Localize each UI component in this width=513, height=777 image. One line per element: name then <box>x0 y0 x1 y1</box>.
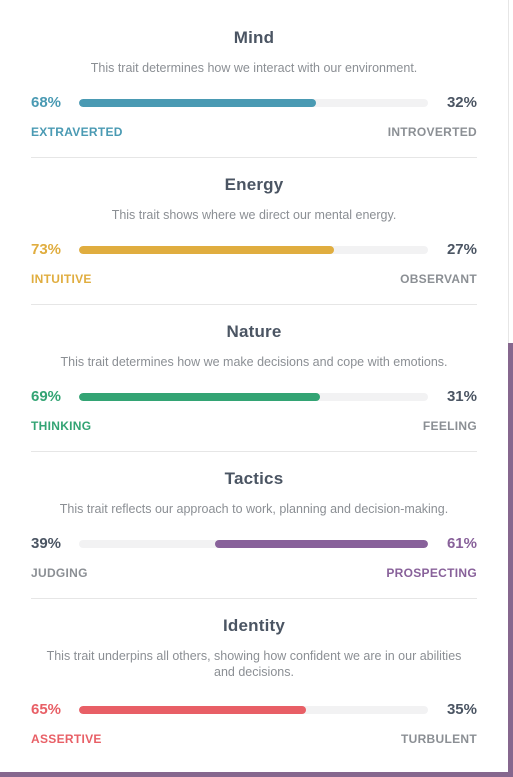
trait-bar-fill <box>215 540 428 548</box>
trait-bar <box>79 706 428 714</box>
trait-bar-fill <box>79 706 306 714</box>
trait-divider <box>31 598 477 599</box>
trait-right-label: PROSPECTING <box>386 566 477 580</box>
trait-title: Identity <box>222 616 286 635</box>
trait-description: This trait reflects our approach to work… <box>59 502 449 516</box>
trait-left-percent: 69% <box>31 388 62 405</box>
trait-left-label: THINKING <box>31 419 92 433</box>
trait-right-percent: 32% <box>446 94 477 111</box>
trait-nature: Nature This trait determines how we make… <box>31 322 477 442</box>
trait-identity: Identity This trait underpins all others… <box>31 616 477 756</box>
trait-left-percent: 39% <box>31 535 62 552</box>
trait-right-label: OBSERVANT <box>400 272 477 286</box>
trait-left-label: INTUITIVE <box>31 272 92 286</box>
trait-description: This trait underpins all others, showing… <box>46 649 462 679</box>
trait-bar <box>79 99 428 107</box>
trait-right-label: INTROVERTED <box>387 125 477 139</box>
trait-title: Nature <box>226 322 282 341</box>
trait-left-percent: 68% <box>31 94 62 111</box>
trait-tactics: Tactics This trait reflects our approach… <box>31 469 477 589</box>
trait-mind: Mind This trait determines how we intera… <box>31 28 477 148</box>
trait-right-percent: 27% <box>446 241 477 258</box>
trait-left-label: EXTRAVERTED <box>31 125 123 139</box>
trait-title: Tactics <box>224 469 284 488</box>
panel-accent-edge-bottom <box>0 772 513 777</box>
trait-bar <box>79 540 428 548</box>
trait-description: This trait determines how we make decisi… <box>60 355 448 369</box>
trait-left-percent: 65% <box>31 701 62 718</box>
panel-border <box>508 0 509 343</box>
trait-left-label: ASSERTIVE <box>31 732 102 746</box>
trait-right-percent: 35% <box>446 701 477 718</box>
trait-bar-fill <box>79 99 316 107</box>
trait-description: This trait shows where we direct our men… <box>111 208 397 222</box>
trait-right-label: FEELING <box>422 419 477 433</box>
trait-title: Mind <box>233 28 275 47</box>
trait-left-label: JUDGING <box>31 566 88 580</box>
trait-bar <box>79 393 428 401</box>
trait-divider <box>31 304 477 305</box>
trait-energy: Energy This trait shows where we direct … <box>31 175 477 295</box>
trait-bar-fill <box>79 393 320 401</box>
trait-right-label: TURBULENT <box>400 732 477 746</box>
trait-left-percent: 73% <box>31 241 62 258</box>
trait-divider <box>31 157 477 158</box>
trait-right-percent: 31% <box>446 388 477 405</box>
trait-divider <box>31 451 477 452</box>
panel-accent-edge-right <box>508 343 513 777</box>
trait-description: This trait determines how we interact wi… <box>90 61 418 75</box>
trait-bar-fill <box>79 246 334 254</box>
trait-bar <box>79 246 428 254</box>
trait-right-percent: 61% <box>446 535 477 552</box>
trait-title: Energy <box>224 175 284 194</box>
